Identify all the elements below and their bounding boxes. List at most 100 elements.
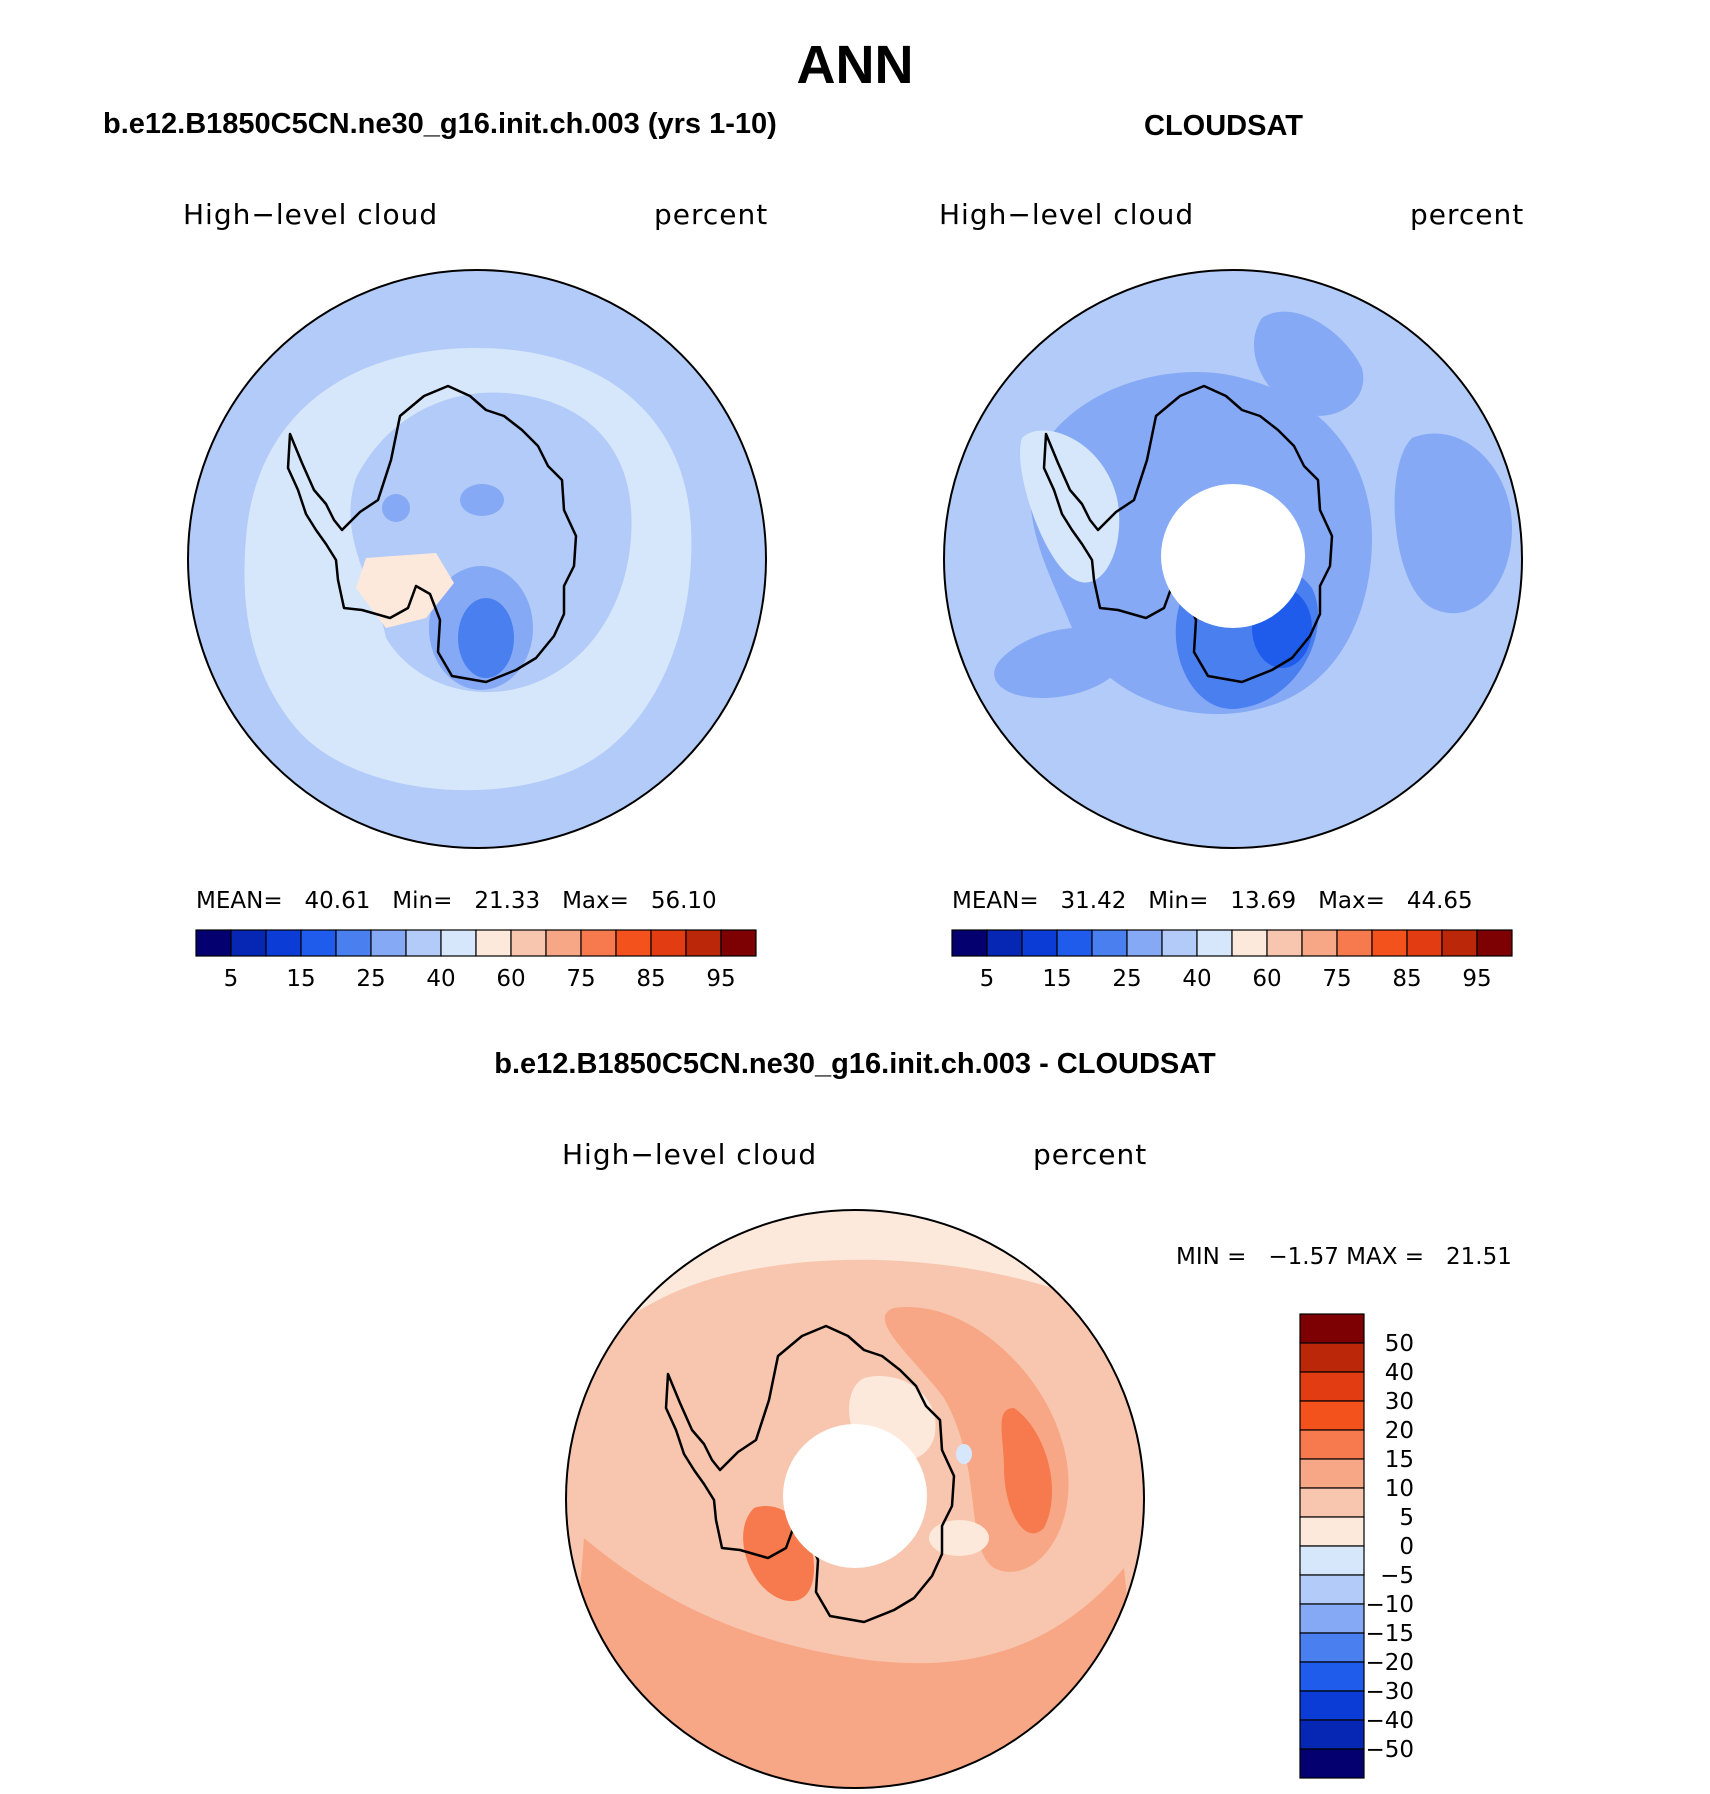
- panel2-pole-hole: [1161, 484, 1305, 628]
- panel3-colorbar-box: [1299, 1545, 1365, 1576]
- panel3-colorbar-label: 10: [1385, 1476, 1414, 1502]
- panel1-contours: [188, 270, 766, 848]
- panel3-colorbar-box: [1299, 1313, 1365, 1344]
- panel2-fill-25-30-d: [994, 627, 1127, 698]
- panel2-units-label: percent: [1410, 198, 1525, 231]
- panel3-fill-10-15-south: [566, 1538, 1144, 1788]
- panel1-colorbar-box: [685, 929, 722, 957]
- panel2-colorbar-label: 40: [1182, 966, 1211, 992]
- panel1-fill-25-30-c: [382, 494, 410, 522]
- panel3-colorbar-box: [1299, 1603, 1365, 1634]
- panel1-colorbar-box: [300, 929, 337, 957]
- panel3-map: [565, 1209, 1145, 1789]
- panel1-antarctica-coastline: [286, 384, 578, 684]
- panel3-colorbar-label: 5: [1399, 1505, 1414, 1531]
- panel2-colorbar-label: 75: [1322, 966, 1351, 992]
- panel3-colorbar-box: [1299, 1429, 1365, 1460]
- panel3-colorbar-box: [1299, 1719, 1365, 1750]
- panel2-variable-label: High−level cloud: [939, 198, 1195, 231]
- panel3-colorbar-label: −40: [1365, 1708, 1414, 1734]
- panel3-fill-0-5-interior-b: [929, 1520, 989, 1556]
- panel2-colorbar-label: 15: [1042, 966, 1071, 992]
- panel3-antarctica-coastline: [664, 1324, 956, 1624]
- panel3-colorbar-label: −50: [1365, 1737, 1414, 1763]
- panel2-colorbar-box: [1301, 929, 1338, 957]
- panel2-colorbar-label: 60: [1252, 966, 1281, 992]
- panel1-colorbar-box: [545, 929, 582, 957]
- panel1-colorbar-label: 40: [426, 966, 455, 992]
- panel2-map: [943, 269, 1523, 849]
- panel2-colorbar-box: [1266, 929, 1303, 957]
- panel3-colorbar-label: −10: [1365, 1592, 1414, 1618]
- panel1-fill-50-60: [356, 553, 454, 628]
- panel2-antarctica-coastline: [1042, 384, 1334, 684]
- panel1-colorbar-box: [195, 929, 232, 957]
- panel2-fill-25-30-b: [1253, 311, 1364, 416]
- panel2-colorbar-label: 25: [1112, 966, 1141, 992]
- panel1-stats: MEAN= 40.61 Min= 21.33 Max= 56.10: [196, 888, 717, 914]
- panel1-title: b.e12.B1850C5CN.ne30_g16.init.ch.003 (yr…: [103, 108, 777, 140]
- panel3-variable-label: High−level cloud: [562, 1138, 818, 1171]
- panel3-colorbar-label: −20: [1365, 1650, 1414, 1676]
- panel1-colorbar-label: 95: [706, 966, 735, 992]
- panel2-colorbar-label: 5: [980, 966, 995, 992]
- panel2-colorbar: 5 15 25 40 60 75 85 95: [951, 929, 1513, 992]
- panel3-colorbar-label: 15: [1385, 1447, 1414, 1473]
- panel2-colorbar-box: [1336, 929, 1373, 957]
- panel1-colorbar: 5 15 25 40 60 75 85 95: [195, 929, 757, 992]
- panel1-map-border: [187, 269, 767, 849]
- panel1-colorbar-box: [370, 929, 407, 957]
- panel1-colorbar-box: [615, 929, 652, 957]
- panel2-colorbar-box: [1196, 929, 1233, 957]
- panel2-colorbar-label: 85: [1392, 966, 1421, 992]
- panel3-colorbar-box: [1299, 1661, 1365, 1692]
- panel1-fill-20-25: [458, 598, 514, 678]
- panel1-fill-25-30-b: [460, 484, 504, 516]
- panel2-colorbar-box: [1021, 929, 1058, 957]
- panel1-colorbar-box: [510, 929, 547, 957]
- panel3-fill-15-20-east: [1001, 1408, 1053, 1534]
- panel2-colorbar-box: [1091, 929, 1128, 957]
- panel1-colorbar-label: 25: [356, 966, 385, 992]
- panel3-map-border: [565, 1209, 1145, 1789]
- panel1-colorbar-box: [650, 929, 687, 957]
- panel3-colorbar-label: 20: [1385, 1418, 1414, 1444]
- panel1-variable-label: High−level cloud: [183, 198, 439, 231]
- panel3-fill-minus5-0: [956, 1444, 972, 1464]
- panel2-colorbar-box: [1231, 929, 1268, 957]
- panel1-map: [187, 269, 767, 849]
- panel2-colorbar-box: [1406, 929, 1443, 957]
- panel2-colorbar-box: [1161, 929, 1198, 957]
- panel3-title: b.e12.B1850C5CN.ne30_g16.init.ch.003 - C…: [494, 1048, 1216, 1080]
- panel3-pole-hole: [783, 1424, 927, 1568]
- panel1-colorbar-label: 60: [496, 966, 525, 992]
- panel3-colorbar-label: −30: [1365, 1679, 1414, 1705]
- panel3-colorbar-box: [1299, 1400, 1365, 1431]
- panel2-title: CLOUDSAT: [1144, 110, 1303, 142]
- panel2-colorbar-box: [1441, 929, 1478, 957]
- panel1-colorbar-box: [440, 929, 477, 957]
- panel3-colorbar-label: 40: [1385, 1360, 1414, 1386]
- panel3-colorbar-box: [1299, 1574, 1365, 1605]
- panel3-colorbar-label: 50: [1385, 1331, 1414, 1357]
- panel1-units-label: percent: [654, 198, 769, 231]
- panel2-colorbar-box: [1056, 929, 1093, 957]
- panel3-colorbar-box: [1299, 1487, 1365, 1518]
- figure-title: ANN: [796, 35, 914, 95]
- panel3-units-label: percent: [1033, 1138, 1148, 1171]
- panel3-colorbar-box: [1299, 1516, 1365, 1547]
- panel3-colorbar-box: [1299, 1748, 1365, 1779]
- panel2-colorbar-box: [1476, 929, 1513, 957]
- panel3-stats: MIN = −1.57 MAX = 21.51: [1176, 1244, 1512, 1270]
- panel1-colorbar-box: [335, 929, 372, 957]
- panel3-fill-0-5-north: [566, 1210, 1144, 1378]
- panel3-colorbar-label: −5: [1380, 1563, 1414, 1589]
- panel3-colorbar-box: [1299, 1371, 1365, 1402]
- panel3-colorbar-box: [1299, 1690, 1365, 1721]
- panel1-colorbar-box: [405, 929, 442, 957]
- panel3-colorbar-label: 0: [1399, 1534, 1414, 1560]
- panel3-colorbar-box: [1299, 1458, 1365, 1489]
- panel1-colorbar-label: 5: [224, 966, 239, 992]
- panel1-colorbar-label: 15: [286, 966, 315, 992]
